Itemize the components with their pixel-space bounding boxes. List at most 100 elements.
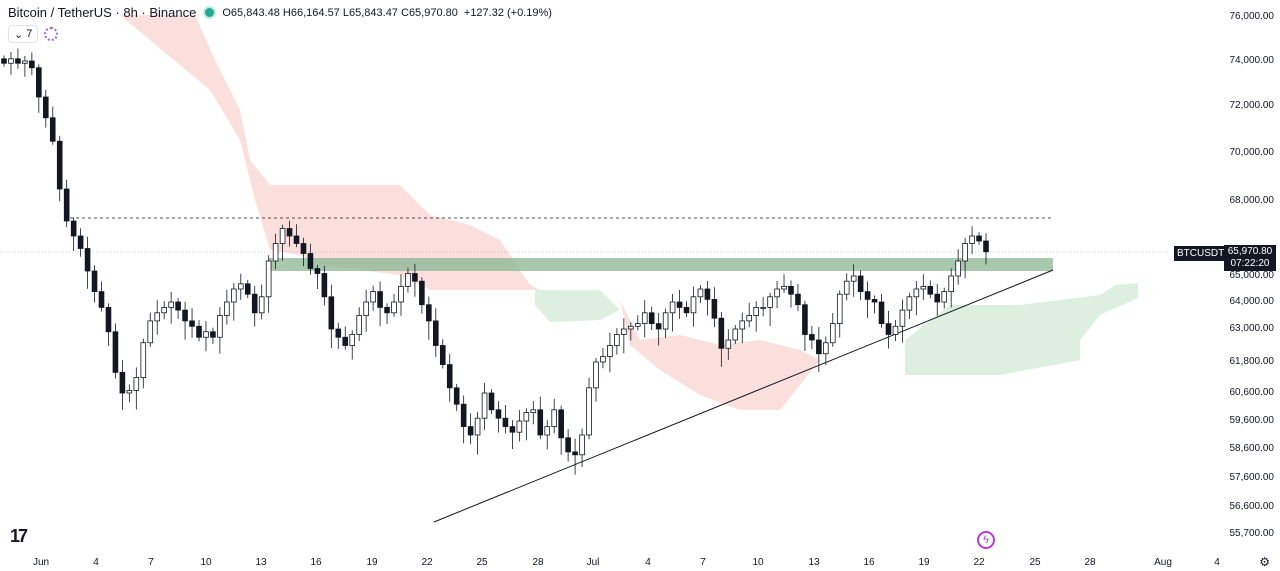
candle-body (363, 301, 369, 316)
time-tick-label: 25 (476, 557, 488, 568)
candle-body (558, 409, 564, 439)
candle-body (446, 364, 453, 389)
pair-tag: BTCUSDT (1174, 246, 1228, 261)
candle-body (244, 283, 251, 295)
candle-body (641, 312, 648, 324)
time-tick-label: 19 (366, 557, 378, 568)
candle-body (175, 301, 181, 311)
time-tick-label: Jul (586, 557, 600, 568)
time-tick-label: 4 (645, 557, 651, 568)
candle-body (718, 317, 725, 349)
time-tick-label: 13 (255, 557, 267, 568)
low-value: L65,843.47 (342, 6, 398, 19)
candle-body (864, 291, 871, 300)
high-value: H66,164.57 (282, 6, 340, 19)
price-tick-label: 57,600.00 (1229, 472, 1275, 483)
candle-body (962, 243, 968, 262)
candle-body (133, 377, 140, 391)
ichimoku-cloud (120, 15, 1138, 410)
candle-body (628, 325, 634, 330)
flash-icon[interactable]: ϟ (977, 531, 995, 549)
candle-body (342, 336, 349, 346)
candle-body (258, 296, 265, 314)
candle-body (335, 328, 342, 338)
price-tick-label: 64,000.00 (1229, 296, 1275, 307)
candle-body (927, 285, 934, 295)
candle-body (906, 296, 913, 311)
candle-body (579, 434, 585, 456)
candle-body (300, 243, 307, 254)
time-tick-label: 7 (700, 557, 706, 568)
time-tick-label: 7 (148, 557, 154, 568)
candle-body (467, 426, 474, 436)
candle-body (502, 417, 509, 428)
candle-body (56, 140, 63, 190)
time-tick-label: 28 (532, 557, 544, 568)
candle-body (565, 437, 571, 453)
candle-body (572, 451, 578, 456)
candle-body (781, 285, 787, 290)
candle-body (607, 345, 613, 357)
candle-body (983, 240, 989, 253)
candle-body (405, 273, 411, 287)
bull-cloud (535, 290, 620, 322)
candle-body (433, 320, 439, 346)
symbol-title[interactable]: Bitcoin / TetherUS · 8h · Binance (8, 5, 197, 20)
candle-body (154, 312, 161, 322)
candle-body (857, 275, 864, 293)
candle-body (795, 293, 801, 306)
candle-body (328, 296, 335, 330)
candle-body (586, 387, 592, 436)
candle-body (286, 228, 293, 237)
candle-body (63, 188, 70, 222)
candle-body (22, 60, 28, 64)
time-tick-label: 16 (863, 557, 875, 568)
candle-body (481, 392, 488, 419)
candle-body (788, 285, 794, 295)
time-tick-label: 16 (310, 557, 322, 568)
candle-body (892, 325, 899, 335)
candle-body (419, 280, 425, 306)
candle-body (377, 291, 383, 308)
candle-body (196, 325, 202, 338)
candle-body (516, 420, 523, 433)
candle-body (29, 60, 35, 69)
candle-body (593, 361, 599, 389)
close-value: C65,970.80 (401, 6, 458, 19)
time-tick-label: 4 (1214, 557, 1220, 568)
change-value: +127.32 (+0.19%) (463, 6, 552, 19)
gear-icon[interactable]: ⚙ (1259, 555, 1270, 569)
candle-body (704, 288, 711, 300)
indicators-toggle-button[interactable]: ⌄ 7 (8, 25, 39, 43)
candle-body (391, 301, 397, 314)
countdown-value: 07:22:20 (1230, 258, 1270, 269)
tradingview-logo[interactable]: 17 (10, 526, 28, 546)
candle-body (91, 270, 98, 293)
candle-body (913, 288, 920, 298)
candle-body (293, 235, 300, 244)
time-tick-label: 25 (1029, 557, 1041, 568)
candle-body (182, 309, 188, 322)
candle-body (140, 342, 147, 378)
candle-body (746, 315, 753, 322)
candle-body (829, 323, 836, 344)
candle-body (119, 371, 126, 394)
candle-body (77, 235, 84, 249)
time-tick-label: Jun (32, 557, 50, 568)
price-tick-label: 74,000.00 (1229, 55, 1275, 66)
last-price-value: 65,970.80 (1227, 246, 1273, 257)
time-tick-label: 10 (200, 557, 212, 568)
candle-body (969, 235, 975, 244)
indicator-icon[interactable] (44, 27, 59, 41)
price-tick-label: 70,000.00 (1229, 147, 1275, 158)
candle-body (321, 273, 328, 298)
candle-body (84, 248, 91, 272)
support-zone (269, 258, 1053, 271)
candle-body (530, 409, 537, 413)
candle-body (1, 58, 7, 64)
candle-body (161, 306, 167, 314)
candle-body (850, 275, 857, 282)
candle-body (474, 417, 481, 436)
candle-body (265, 260, 272, 298)
